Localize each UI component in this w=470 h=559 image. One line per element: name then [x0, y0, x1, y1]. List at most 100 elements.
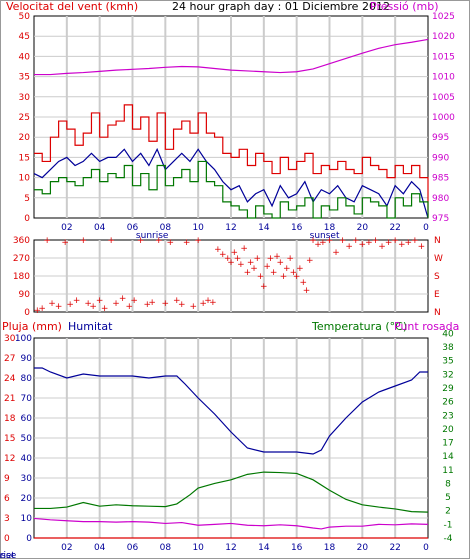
direction-point: + — [199, 299, 207, 309]
x-tick-label: 14 — [258, 543, 270, 553]
direction-point: + — [61, 238, 69, 248]
pressure-y-tick-label: 975 — [432, 214, 449, 224]
direction-point: + — [326, 236, 334, 246]
direction-point: + — [166, 238, 174, 248]
temperature-y-tick-label: 35 — [442, 357, 453, 367]
x-tick-label: 04 — [94, 223, 106, 233]
wind-y-tick-label: 50 — [19, 12, 31, 22]
x-tick-label: 20 — [357, 223, 369, 233]
direction-point: + — [257, 272, 265, 282]
temperature-y-tick-label: 11 — [442, 466, 453, 476]
x-tick-label: 04 — [94, 543, 106, 553]
series-line-ratxa — [34, 104, 429, 218]
humidity-y-tick-label: 60 — [21, 414, 33, 424]
x-tick-label: 22 — [389, 543, 400, 553]
series-line-humitat — [34, 367, 428, 455]
rain-y-tick-label: 9 — [4, 474, 10, 484]
direction-point: + — [391, 236, 399, 246]
direction-y-tick-label: 180 — [13, 272, 30, 282]
temperature-y-tick-label: 17 — [442, 439, 453, 449]
temperature-y-tick-label: 5 — [445, 493, 451, 503]
humidity-y-tick-label: 30 — [21, 474, 33, 484]
wind-y-tick-label: 0 — [24, 214, 30, 224]
direction-point: + — [359, 240, 367, 250]
direction-point: + — [286, 254, 294, 264]
humidity-y-tick-label: 70 — [21, 394, 33, 404]
direction-point: + — [352, 236, 360, 246]
direction-point: + — [267, 254, 275, 264]
compass-tick-label: N — [434, 236, 441, 246]
series-line-punt-rosada — [33, 517, 429, 530]
x-tick-label: 22 — [389, 223, 400, 233]
rain-y-tick-label: 30 — [4, 334, 16, 344]
humidity-y-tick-label: 20 — [21, 494, 33, 504]
direction-point: + — [283, 264, 291, 274]
direction-point: + — [332, 248, 340, 258]
direction-point: + — [339, 236, 347, 246]
temperature-y-tick-label: -1 — [444, 520, 453, 530]
direction-point: + — [411, 236, 419, 246]
x-tick-label: 08 — [160, 223, 172, 233]
x-tick-label: 02 — [61, 543, 72, 553]
series-line-vent-mitj- — [33, 147, 429, 219]
direction-point: + — [296, 264, 304, 274]
x-tick-label: 18 — [324, 543, 336, 553]
rain-y-tick-label: 21 — [4, 394, 15, 404]
direction-point: + — [345, 242, 353, 252]
direction-point: + — [119, 294, 127, 304]
direction-point: + — [34, 306, 42, 316]
direction-point: + — [73, 296, 81, 306]
temperature-y-tick-label: 26 — [442, 398, 454, 408]
direction-point: + — [314, 240, 322, 250]
humidity-y-tick-label: 10 — [21, 514, 33, 524]
series-line-pressi- — [34, 38, 429, 76]
compass-tick-label: W — [434, 254, 443, 264]
direction-point: + — [273, 252, 281, 262]
direction-point: + — [244, 268, 252, 278]
x-tick-label: 14 — [258, 223, 270, 233]
rain-y-tick-label: 15 — [4, 434, 15, 444]
direction-y-tick-label: 360 — [13, 236, 30, 246]
direction-point: + — [303, 286, 311, 296]
direction-point: + — [372, 236, 380, 246]
direction-point: + — [240, 244, 248, 254]
rain-y-tick-label: 0 — [4, 534, 10, 544]
temperature-y-tick-label: 2 — [445, 507, 451, 517]
direction-point: + — [173, 296, 181, 306]
direction-point: + — [227, 258, 235, 268]
direction-point: + — [96, 296, 104, 306]
rain-y-tick-label: 24 — [4, 374, 16, 384]
humidity-y-tick-label: 0 — [26, 534, 32, 544]
series-line-temperatura — [34, 471, 429, 513]
direction-point: + — [125, 302, 133, 312]
direction-point: + — [55, 302, 63, 312]
direction-point: + — [130, 296, 138, 306]
direction-point: + — [270, 268, 278, 278]
x-tick-label: 16 — [291, 223, 303, 233]
pressure-y-tick-label: 1010 — [432, 73, 455, 83]
direction-point: + — [260, 282, 268, 292]
direction-point: + — [319, 238, 327, 248]
direction-point: + — [405, 238, 413, 248]
x-tick-label: 06 — [127, 543, 139, 553]
direction-point: + — [38, 304, 46, 314]
wind-y-tick-label: 25 — [19, 113, 30, 123]
pressure-axis-title: Pressió (mb) — [370, 0, 439, 13]
rain-y-tick-label: 27 — [4, 354, 15, 364]
direction-point: + — [144, 300, 152, 310]
x-tick-label: 10 — [192, 223, 204, 233]
direction-point: + — [247, 258, 255, 268]
rain-y-tick-label: 12 — [4, 454, 15, 464]
direction-point: + — [231, 248, 239, 258]
direction-point: + — [178, 300, 186, 310]
x-tick-label: 10 — [192, 543, 204, 553]
x-tick-label: 06 — [127, 223, 139, 233]
direction-y-tick-label: 90 — [19, 290, 31, 300]
humidity-y-tick-label: 50 — [21, 434, 33, 444]
direction-point: + — [250, 264, 258, 274]
wind-y-tick-label: 35 — [19, 73, 30, 83]
direction-point: + — [204, 296, 212, 306]
temperature-axis-title: Temperatura (°C) — [311, 320, 407, 333]
x-tick-label: 12 — [225, 543, 236, 553]
